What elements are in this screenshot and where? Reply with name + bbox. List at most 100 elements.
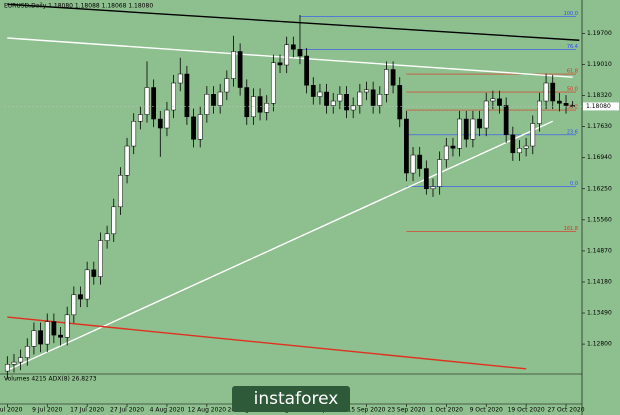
- candle-body: [457, 118, 462, 149]
- candle-body: [164, 109, 170, 129]
- fib-level-label: 100.0: [564, 11, 578, 17]
- candle-body: [430, 186, 436, 190]
- candle-body: [231, 51, 236, 79]
- candle-body: [157, 118, 163, 129]
- candle-body: [310, 85, 316, 97]
- watermark-box: [232, 386, 350, 412]
- x-tick-label: 19 Oct 2020: [508, 407, 545, 414]
- candle-body: [284, 44, 290, 66]
- candle-body: [124, 145, 130, 176]
- candle-body: [44, 321, 50, 345]
- candle-body: [517, 148, 522, 154]
- fib-level-label: 161.8: [564, 226, 578, 232]
- candle-body: [423, 168, 429, 190]
- candle-body: [244, 87, 250, 118]
- x-tick-label: 4 Aug 2020: [150, 407, 185, 414]
- candle-body: [530, 123, 536, 147]
- candle-body: [111, 206, 117, 235]
- candle-body: [197, 114, 203, 140]
- candle-body: [217, 91, 223, 106]
- y-tick-label: 1.14870: [587, 247, 612, 254]
- candle-body: [503, 105, 509, 136]
- x-tick-label: 9 Jul 2020: [32, 407, 62, 414]
- candle-body: [404, 118, 409, 174]
- candle-body: [211, 94, 216, 106]
- x-tick-label: 27 Jul 2020: [110, 407, 144, 414]
- x-tick-label: 1 Oct 2020: [430, 407, 463, 414]
- candle-body: [437, 159, 443, 187]
- candle-body: [317, 91, 323, 97]
- candle-body: [264, 103, 270, 113]
- watermark: instaforex: [254, 389, 339, 409]
- y-tick-label: 1.12800: [587, 341, 612, 348]
- candle-body: [290, 44, 296, 50]
- y-tick-label: 1.19700: [587, 30, 612, 37]
- candle-body: [91, 269, 97, 277]
- candle-body: [237, 51, 243, 88]
- trend-line: [7, 316, 527, 370]
- x-tick-label: 15 Sep 2020: [347, 407, 385, 414]
- candle-body: [18, 357, 24, 363]
- x-tick-label: 9 Oct 2020: [470, 407, 503, 414]
- candle-body: [118, 175, 123, 208]
- x-tick-label: 27 Oct 2020: [547, 407, 584, 414]
- candle-body: [370, 89, 376, 106]
- candle-body: [483, 100, 489, 129]
- fib-level-label: 76.4: [567, 44, 578, 50]
- candle-body: [84, 269, 90, 300]
- candle-body: [104, 233, 110, 241]
- candle-body: [324, 91, 329, 106]
- candle-body: [337, 94, 343, 102]
- y-tick-label: 1.13490: [587, 310, 612, 317]
- x-tick-label: 17 Jul 2020: [70, 407, 104, 414]
- candle-body: [257, 96, 263, 113]
- candle-body: [137, 114, 143, 122]
- candle-body: [270, 62, 276, 104]
- candle-body: [297, 49, 303, 57]
- y-tick-label: 1.19010: [587, 61, 612, 68]
- candle-body: [58, 334, 63, 338]
- candle-body: [563, 103, 569, 106]
- candle-body: [171, 82, 176, 111]
- candle-body: [550, 82, 556, 102]
- candle-body: [151, 87, 157, 120]
- candle-body: [417, 154, 423, 169]
- candle-body: [450, 145, 456, 149]
- candle-body: [224, 78, 230, 93]
- candle-body: [490, 98, 496, 102]
- y-tick-label: 1.18320: [587, 92, 612, 99]
- candle-body: [11, 361, 17, 365]
- candle-body: [4, 364, 10, 372]
- x-tick-label: 12 Aug 2020: [188, 407, 227, 414]
- candle-body: [31, 330, 37, 347]
- fib-level-label: 50.0: [567, 87, 578, 93]
- x-tick-label: 1 Jul 2020: [0, 407, 23, 414]
- candle-body: [177, 73, 183, 84]
- fib-level-label: 0.0: [570, 181, 578, 187]
- fib-level-label: 23.6: [567, 129, 578, 135]
- y-tick-label: 1.14180: [587, 278, 612, 285]
- candle-body: [463, 118, 469, 140]
- candle-body: [397, 85, 403, 120]
- trend-line: [7, 3, 580, 41]
- candle-body: [523, 145, 529, 149]
- candle-body: [131, 121, 137, 147]
- candle-body: [330, 100, 336, 106]
- candle-body: [510, 134, 516, 154]
- candle-body: [470, 118, 476, 140]
- trend-line: [7, 120, 554, 371]
- candle-body: [204, 94, 210, 115]
- y-tick-label: 1.17630: [587, 123, 612, 130]
- candle-body: [364, 89, 369, 93]
- x-tick-label: 23 Sep 2020: [387, 407, 425, 414]
- candle-body: [24, 346, 30, 358]
- last-price-box: [583, 102, 619, 111]
- y-tick-label: 1.15560: [587, 216, 612, 223]
- candle-body: [191, 116, 196, 140]
- chart-title: EURUSD,Daily 1.18080 1.18088 1.18068 1.1…: [4, 3, 153, 10]
- candle-body: [304, 55, 310, 86]
- candle-body: [384, 69, 389, 95]
- candle-body: [71, 294, 77, 316]
